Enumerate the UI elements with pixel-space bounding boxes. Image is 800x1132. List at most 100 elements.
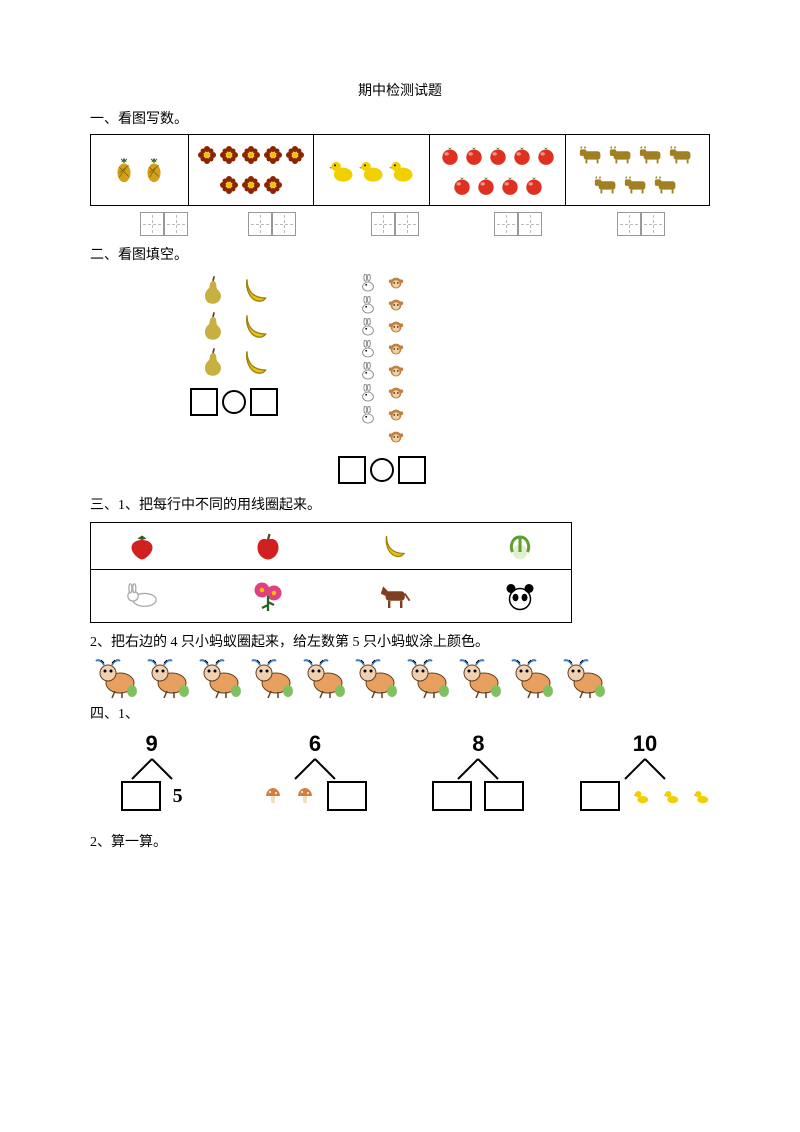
bond-top: 10 xyxy=(633,731,657,757)
section-3-heading: 三、1、把每行中不同的用线圈起来。 xyxy=(90,494,710,514)
monkey-icon xyxy=(387,362,405,380)
bond-lines xyxy=(122,757,182,781)
tomato-icon xyxy=(463,144,485,166)
cow-icon xyxy=(623,171,651,199)
ant-icon xyxy=(90,655,140,699)
rabbit-icon xyxy=(359,274,377,292)
answer-box[interactable] xyxy=(272,212,296,236)
flower-icon xyxy=(263,145,283,165)
pineapple-icon xyxy=(110,156,138,184)
mushroom-icon xyxy=(263,786,283,806)
bond-lines xyxy=(285,757,345,781)
bond-top: 8 xyxy=(472,731,484,757)
cow-icon xyxy=(638,141,666,169)
answer-box[interactable] xyxy=(190,388,218,416)
ant-icon xyxy=(194,655,244,699)
duck-icon xyxy=(328,156,356,184)
tomato-icon xyxy=(439,144,461,166)
tomato-icon xyxy=(451,174,473,196)
answer-box[interactable] xyxy=(395,212,419,236)
answer-box[interactable] xyxy=(327,781,367,811)
banana-icon xyxy=(239,274,271,306)
ant-icon xyxy=(298,655,348,699)
ant-icon xyxy=(454,655,504,699)
cabbage-icon xyxy=(505,531,535,561)
bond-lines xyxy=(615,757,675,781)
duck-icon xyxy=(388,156,416,184)
ant-icon xyxy=(558,655,608,699)
fill-blank-area xyxy=(190,274,710,484)
answer-box[interactable] xyxy=(250,388,278,416)
pear-icon xyxy=(197,310,229,342)
cow-icon xyxy=(668,141,696,169)
ants-row xyxy=(90,655,710,699)
section-3-sub2: 2、把右边的 4 只小蚂蚁圈起来，给左数第 5 只小蚂蚁涂上颜色。 xyxy=(90,631,710,651)
answer-box[interactable] xyxy=(164,212,188,236)
bond-top: 9 xyxy=(146,731,158,757)
tomato-icon xyxy=(499,174,521,196)
rabbit-icon xyxy=(359,340,377,358)
rabbit-icon xyxy=(124,578,160,614)
answer-box[interactable] xyxy=(494,212,518,236)
monkey-icon xyxy=(387,274,405,292)
ant-icon xyxy=(246,655,296,699)
apple-icon xyxy=(253,531,283,561)
answer-box[interactable] xyxy=(617,212,641,236)
pineapple-icon xyxy=(140,156,168,184)
answer-box[interactable] xyxy=(641,212,665,236)
duck-icon xyxy=(662,787,680,805)
compare-circle[interactable] xyxy=(370,458,394,482)
banana-icon xyxy=(379,531,409,561)
count-row xyxy=(90,134,710,206)
ant-icon xyxy=(350,655,400,699)
pear-icon xyxy=(197,346,229,378)
flower-icon xyxy=(219,175,239,195)
answer-box[interactable] xyxy=(484,781,524,811)
section-1-heading: 一、看图写数。 xyxy=(90,108,710,128)
page-title: 期中检测试题 xyxy=(90,80,710,100)
monkey-icon xyxy=(387,340,405,358)
answer-box[interactable] xyxy=(371,212,395,236)
tomato-icon xyxy=(523,174,545,196)
tomato-icon xyxy=(535,144,557,166)
rabbit-icon xyxy=(359,362,377,380)
ant-icon xyxy=(402,655,452,699)
rabbit-icon xyxy=(359,384,377,402)
horse-icon xyxy=(376,578,412,614)
banana-icon xyxy=(239,346,271,378)
tomato-icon xyxy=(475,174,497,196)
tomato-icon xyxy=(487,144,509,166)
answer-box[interactable] xyxy=(248,212,272,236)
duck-icon xyxy=(692,787,710,805)
section-4-sub2: 2、算一算。 xyxy=(90,831,710,851)
answer-box[interactable] xyxy=(338,456,366,484)
answer-box[interactable] xyxy=(140,212,164,236)
duck-icon xyxy=(632,787,650,805)
tomato-icon xyxy=(511,144,533,166)
answer-box[interactable] xyxy=(398,456,426,484)
answer-box[interactable] xyxy=(518,212,542,236)
rabbit-icon xyxy=(359,318,377,336)
flower-icon xyxy=(219,145,239,165)
flower-icon xyxy=(197,145,217,165)
flower-icon xyxy=(250,578,286,614)
ant-icon xyxy=(142,655,192,699)
cow-icon xyxy=(578,141,606,169)
answer-box[interactable] xyxy=(580,781,620,811)
answer-box[interactable] xyxy=(121,781,161,811)
bond-top: 6 xyxy=(309,731,321,757)
pear-icon xyxy=(197,274,229,306)
strawberry-icon xyxy=(127,531,157,561)
monkey-icon xyxy=(387,428,405,446)
flower-icon xyxy=(241,175,261,195)
monkey-icon xyxy=(387,384,405,402)
answer-boxes-row xyxy=(90,212,710,236)
monkey-icon xyxy=(387,296,405,314)
bond-lines xyxy=(448,757,508,781)
answer-box[interactable] xyxy=(432,781,472,811)
cow-icon xyxy=(653,171,681,199)
compare-circle[interactable] xyxy=(222,390,246,414)
flower-icon xyxy=(285,145,305,165)
rabbit-icon xyxy=(359,296,377,314)
odd-one-out xyxy=(90,522,572,623)
